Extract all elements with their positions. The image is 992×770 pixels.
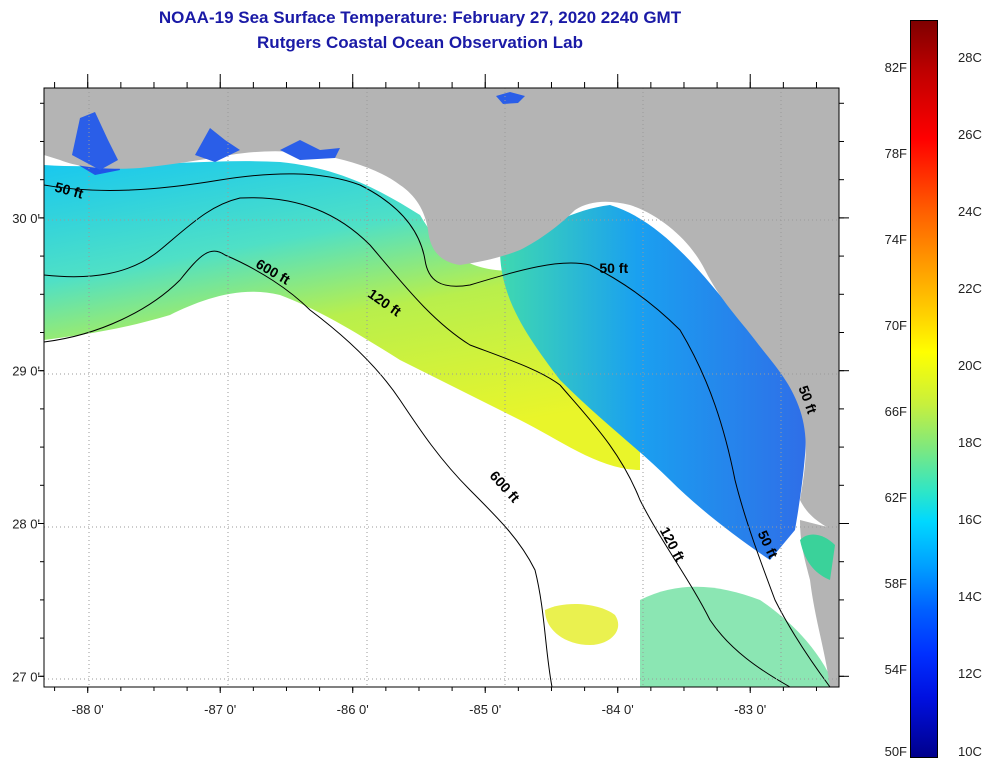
sst-band-east bbox=[500, 205, 807, 560]
map-subtitle: Rutgers Coastal Ocean Observation Lab bbox=[257, 33, 583, 52]
lon-label: -86 0' bbox=[337, 702, 369, 717]
land-mass bbox=[44, 88, 839, 535]
lon-label: -83 0' bbox=[734, 702, 766, 717]
lat-label: 28 0' bbox=[12, 516, 40, 531]
lat-label: 30 0' bbox=[12, 211, 40, 226]
colorbar-f-label: 74F bbox=[884, 232, 907, 247]
colorbar-c-label: 18C bbox=[958, 435, 982, 450]
map-title: NOAA-19 Sea Surface Temperature: Februar… bbox=[158, 8, 682, 27]
graticule bbox=[44, 88, 839, 687]
colorbar-c-label: 28C bbox=[958, 50, 982, 65]
bay-water-2 bbox=[195, 128, 240, 162]
colorbar-f-label: 62F bbox=[884, 490, 907, 505]
contour-label: 50 ft bbox=[53, 179, 85, 202]
contour-50ft-west bbox=[44, 173, 831, 687]
colorbar-c-label: 26C bbox=[958, 127, 982, 142]
colorbar-c-label: 12C bbox=[958, 666, 982, 681]
temperature-colorbar bbox=[910, 20, 938, 758]
colorbar-c-label: 22C bbox=[958, 281, 982, 296]
colorbar-f-label: 66F bbox=[884, 404, 907, 419]
bay-water bbox=[72, 112, 118, 170]
colorbar-c-label: 10C bbox=[958, 744, 982, 759]
coastal-green bbox=[800, 534, 835, 580]
colorbar-c-label: 20C bbox=[958, 358, 982, 373]
colorbar-f-label: 58F bbox=[884, 576, 907, 591]
colorbar-f-label: 70F bbox=[884, 318, 907, 333]
map-frame bbox=[43, 87, 840, 688]
colorbar-f-label: 82F bbox=[884, 60, 907, 75]
colorbar-c-label: 16C bbox=[958, 512, 982, 527]
lon-label: -87 0' bbox=[204, 702, 236, 717]
colorbar-f-label: 78F bbox=[884, 146, 907, 161]
lon-label: -85 0' bbox=[469, 702, 501, 717]
axis-labels: -88 0' -87 0' -86 0' -85 0' -84 0' -83 0' 30 0… bbox=[12, 211, 766, 717]
axis-ticks bbox=[38, 74, 849, 693]
bay-water-3 bbox=[280, 140, 340, 160]
colorbar-c-label: 24C bbox=[958, 204, 982, 219]
contour-label: 50 ft bbox=[599, 260, 628, 276]
contour-600ft bbox=[44, 250, 553, 687]
lon-label: -84 0' bbox=[602, 702, 634, 717]
sst-band-west bbox=[44, 161, 640, 470]
lat-label: 29 0' bbox=[12, 364, 40, 379]
sst-patch-southeast bbox=[640, 586, 835, 687]
colorbar-c-label: 14C bbox=[958, 589, 982, 604]
lake-water bbox=[496, 92, 525, 104]
contour-120ft bbox=[44, 197, 791, 687]
lat-label: 27 0' bbox=[12, 669, 40, 684]
sst-patch-yellow bbox=[545, 603, 619, 645]
colorbar-f-label: 54F bbox=[884, 662, 907, 677]
lon-label: -88 0' bbox=[72, 702, 104, 717]
colorbar-f-label: 50F bbox=[884, 744, 907, 759]
